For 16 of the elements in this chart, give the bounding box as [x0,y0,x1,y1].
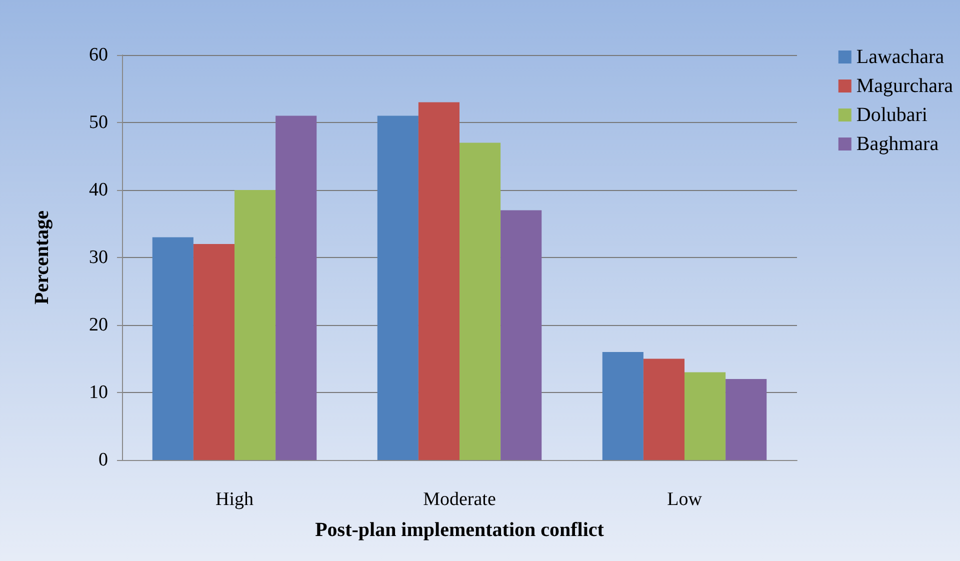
y-tick-label: 60 [89,44,108,66]
y-tick-label: 10 [89,382,108,403]
legend-label: Baghmara [856,133,939,155]
y-tick-label: 40 [89,180,108,200]
x-axis-title: Post-plan implementation conflict [315,519,604,541]
legend-label: Magurchara [856,75,954,97]
x-tick-label: Low [667,489,702,510]
y-tick-label: 30 [89,247,108,268]
y-axis-title: Percentage [31,210,53,305]
legend-label: Lawachara [856,46,944,68]
y-tick-label: 50 [89,112,108,133]
y-tick-label: 0 [98,450,108,470]
x-tick-label: Moderate [423,489,496,510]
legend-label: Dolubari [856,104,928,126]
y-tick-label: 20 [89,314,108,336]
x-tick-label: High [216,489,254,510]
